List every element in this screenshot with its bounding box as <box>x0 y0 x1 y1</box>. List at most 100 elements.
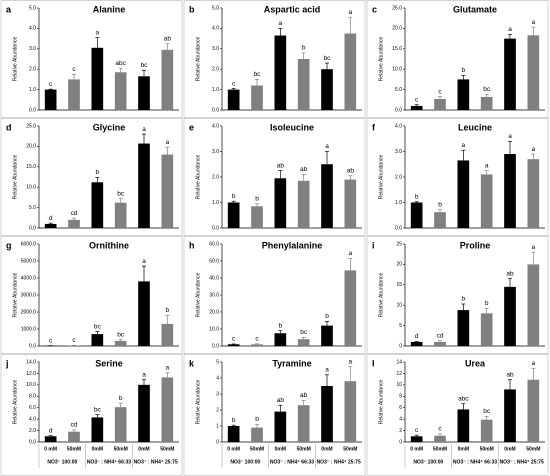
significance-letter: b <box>325 313 329 320</box>
y-tick-label: 0 <box>216 439 219 445</box>
bar <box>161 323 174 346</box>
significance-letter: ab <box>277 162 285 169</box>
panel-border <box>183 0 366 118</box>
significance-letter: d <box>49 215 53 222</box>
y-tick-label: 0.0 <box>212 343 219 349</box>
bar <box>44 223 57 228</box>
panel-letter: l <box>372 358 375 368</box>
y-tick-label: 10.0 <box>26 185 36 191</box>
x-tick-label: 0mM <box>138 446 149 452</box>
group-label: NO3⁻ : NH4⁺ 66:33 <box>87 459 131 465</box>
significance-letter: b <box>415 193 419 200</box>
bar <box>321 325 333 346</box>
y-tick-label: 0.0 <box>395 107 402 113</box>
bar <box>344 33 357 110</box>
significance-letter: ab <box>277 397 285 404</box>
bar <box>68 345 80 346</box>
x-tick-label: 50mM <box>250 446 264 452</box>
bar <box>527 159 540 228</box>
bar <box>251 206 263 228</box>
significance-letter: b <box>485 300 489 307</box>
y-tick-label: 0.0 <box>29 107 36 113</box>
bar <box>138 143 150 228</box>
significance-letter: ab <box>164 35 172 42</box>
y-axis-label: Relative Abundance <box>12 37 18 82</box>
y-tick-label: 5000.0 <box>21 258 37 264</box>
bar <box>457 409 470 442</box>
group-label: NO3⁻ 100:00 <box>413 459 443 465</box>
y-tick-label: 2000.0 <box>21 309 37 315</box>
bar <box>321 164 333 228</box>
y-tick-label: 5.0 <box>212 5 219 11</box>
bar <box>274 35 287 110</box>
x-tick-label: 50mM <box>526 446 540 452</box>
significance-letter: a <box>532 146 536 153</box>
y-tick-label: 2.0 <box>395 174 402 180</box>
bar <box>457 79 470 110</box>
x-tick-label: 50mM <box>114 446 128 452</box>
bar <box>138 384 150 442</box>
y-axis-label: Relative Abundance <box>195 380 201 425</box>
bar <box>44 89 57 110</box>
x-tick-label: 50mM <box>343 446 357 452</box>
significance-letter: bc <box>141 62 149 69</box>
bar <box>457 160 470 228</box>
bar <box>227 426 240 442</box>
bar <box>434 341 446 346</box>
y-tick-label: 0.0 <box>212 107 219 113</box>
bar <box>227 202 240 228</box>
y-axis-label: Relative Abundance <box>195 273 201 318</box>
significance-letter: a <box>349 250 353 257</box>
significance-letter: a <box>485 162 489 169</box>
bar <box>410 436 423 442</box>
y-tick-label: 20 <box>396 262 402 268</box>
significance-letter: b <box>255 416 259 423</box>
y-axis-label: Relative Abundance <box>378 380 384 425</box>
significance-letter: bc <box>94 406 102 413</box>
significance-letter: b <box>462 296 466 303</box>
y-tick-label: 60.0 <box>209 241 219 247</box>
significance-letter: a <box>325 143 329 150</box>
panel-border <box>366 236 549 354</box>
bar <box>321 386 333 442</box>
y-tick-label: 4.0 <box>29 416 36 422</box>
group-label: NO3⁻ : NH4⁺ 25:75 <box>317 459 361 465</box>
significance-letter: ab <box>300 166 308 173</box>
y-tick-label: 6.0 <box>29 405 36 411</box>
bar <box>227 344 240 346</box>
x-tick-label: 0mM <box>275 446 286 452</box>
bar <box>344 381 357 442</box>
y-tick-label: 4.0 <box>212 26 219 32</box>
y-tick-label: 4 <box>216 375 219 381</box>
y-tick-label: 1.0 <box>212 87 219 93</box>
y-tick-label: 10 <box>396 303 402 309</box>
bar <box>480 419 493 442</box>
y-tick-label: 14.0 <box>26 359 36 365</box>
y-tick-label: 5.0 <box>29 205 36 211</box>
bar <box>527 264 540 346</box>
y-tick-label: 4.0 <box>395 123 402 129</box>
y-tick-label: 3 <box>216 391 219 397</box>
significance-letter: b <box>232 193 236 200</box>
y-tick-label: 2.0 <box>212 67 219 73</box>
bar <box>161 49 174 110</box>
significance-letter: abc <box>458 395 469 402</box>
bar <box>504 389 516 442</box>
significance-letter: bc <box>324 55 332 62</box>
bar <box>114 72 127 110</box>
x-tick-label: 0 mM <box>44 446 57 452</box>
panel-title: Leucine <box>458 122 492 132</box>
y-tick-label: 40.0 <box>209 275 219 281</box>
bar <box>434 435 446 442</box>
significance-letter: b <box>119 395 123 402</box>
group-label: NO3⁻ : NH4⁺ 25:75 <box>500 459 544 465</box>
bar <box>527 379 540 442</box>
bar <box>321 69 333 110</box>
y-tick-label: 20.0 <box>26 144 36 150</box>
panel-letter: f <box>372 122 376 132</box>
bar <box>138 76 150 110</box>
panel-letter: k <box>189 358 195 368</box>
group-label: NO3⁻ : NH4⁺ 25:75 <box>134 459 178 465</box>
significance-letter: cd <box>71 422 78 429</box>
